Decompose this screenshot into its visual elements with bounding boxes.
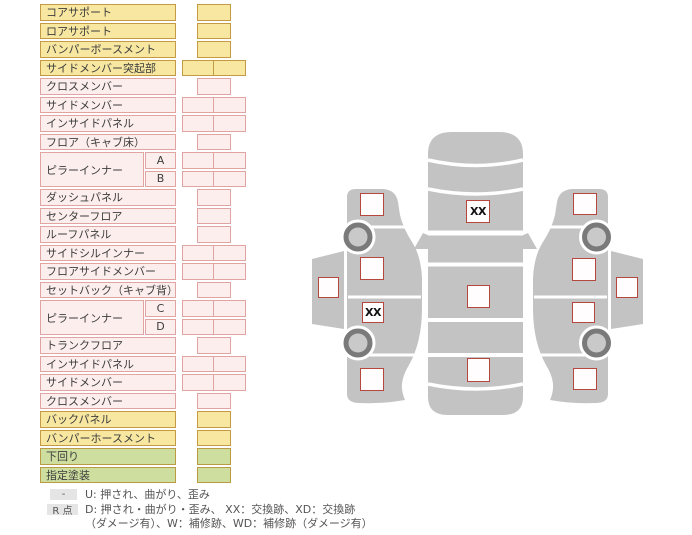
damage-cell[interactable] [182, 263, 214, 280]
part-row-label: ロアサポート [40, 22, 176, 39]
part-row-label: サイドメンバー突起部 [40, 59, 176, 76]
damage-cell[interactable] [213, 355, 246, 372]
damage-marker[interactable] [573, 368, 597, 390]
part-row-label: バンパーホースメント [40, 429, 176, 446]
part-row-label: フロアサイドメンバー [40, 263, 176, 280]
legend-badge-u: - [50, 489, 77, 500]
part-row-label: クロスメンバー [40, 78, 176, 95]
side-mirror-right-icon [521, 233, 537, 249]
damage-cell[interactable] [182, 152, 214, 169]
wheel-hub [348, 333, 368, 353]
wheel-hub [587, 333, 606, 353]
part-row-label: コアサポート [40, 4, 176, 21]
panel-separator [427, 187, 524, 196]
damage-cell[interactable] [197, 429, 231, 446]
car-right-side-view [533, 189, 643, 404]
wheel-hub [587, 227, 606, 247]
damage-cell[interactable] [213, 263, 246, 280]
damage-cell[interactable] [213, 170, 246, 187]
damage-marker[interactable] [360, 257, 384, 280]
damage-cell[interactable] [213, 318, 246, 335]
part-row-label: 指定塗装 [40, 466, 176, 483]
part-row-label: インサイドパネル [40, 115, 176, 132]
damage-cell[interactable] [182, 115, 214, 132]
damage-cell[interactable] [213, 96, 246, 113]
damage-cell[interactable] [213, 115, 246, 132]
damage-cell[interactable] [197, 281, 231, 298]
damage-cell[interactable] [213, 300, 246, 317]
damage-marker[interactable] [360, 368, 384, 391]
part-row-sub-label: D [145, 318, 176, 335]
legend-line-d1: D: 押され・曲がり・歪み、 XX：交換跡、XD：交換跡 [85, 503, 356, 516]
damage-cell[interactable] [182, 318, 214, 335]
car-left-side-view [312, 189, 422, 404]
damage-cell[interactable] [197, 207, 231, 224]
legend-badge-r: R 点 [47, 504, 78, 517]
panel-separator [427, 158, 524, 168]
damage-marker[interactable] [467, 358, 490, 382]
damage-cell[interactable] [197, 466, 231, 483]
car-top-body [428, 132, 523, 415]
legend-line-d2: （ダメージ有）、W：補修跡、WD：補修跡（ダメージ有） [85, 517, 373, 530]
damage-cell[interactable] [213, 374, 246, 391]
damage-cell[interactable] [197, 226, 231, 243]
damage-marker[interactable] [318, 277, 339, 298]
wheel-hub [348, 227, 368, 247]
part-row-label: 下回り [40, 448, 176, 465]
damage-cell[interactable] [213, 244, 246, 261]
part-row-label: トランクフロア [40, 337, 176, 354]
damage-cell[interactable] [197, 392, 231, 409]
damage-cell[interactable] [197, 448, 231, 465]
side-mirror-left-icon [414, 233, 430, 249]
part-row-label: フロア（キャブ床） [40, 133, 176, 150]
car-top-view [414, 132, 537, 415]
damage-cell[interactable] [197, 411, 231, 428]
damage-cell[interactable] [197, 189, 231, 206]
damage-cell[interactable] [197, 133, 231, 150]
damage-marker[interactable] [360, 193, 384, 216]
damage-cell[interactable] [197, 4, 231, 21]
damage-marker[interactable] [573, 193, 597, 215]
damage-cell[interactable] [197, 78, 231, 95]
damage-cell[interactable] [182, 374, 214, 391]
part-row-label: セットバック（キャブ背） [40, 281, 176, 298]
damage-cell[interactable] [213, 59, 246, 76]
part-row-label: サイドメンバー [40, 96, 176, 113]
damage-cell[interactable] [213, 152, 246, 169]
part-row-label: サイドメンバー [40, 374, 176, 391]
part-row-sub-label: A [145, 152, 176, 169]
damage-cell[interactable] [197, 41, 231, 58]
damage-marker[interactable] [467, 285, 490, 308]
part-row-label: バックパネル [40, 411, 176, 428]
part-row-label: インサイドパネル [40, 355, 176, 372]
damage-cell[interactable] [197, 337, 231, 354]
part-row-label: クロスメンバー [40, 392, 176, 409]
damage-cell[interactable] [182, 59, 214, 76]
damage-cell[interactable] [182, 355, 214, 372]
part-row-sub-label: B [145, 170, 176, 187]
damage-cell[interactable] [182, 170, 214, 187]
legend-line-u: U: 押され、曲がり、歪み [85, 488, 210, 501]
damage-cell[interactable] [182, 244, 214, 261]
damage-cell[interactable] [182, 300, 214, 317]
panel-separator [427, 382, 524, 391]
damage-marker-xx[interactable]: XX [466, 200, 490, 223]
damage-marker-xx[interactable]: XX [362, 302, 384, 323]
damage-cell[interactable] [182, 96, 214, 113]
damage-marker[interactable] [616, 277, 638, 298]
part-row-label: サイドシルインナー [40, 244, 176, 261]
part-row-label: センターフロア [40, 207, 176, 224]
damage-marker[interactable] [572, 258, 596, 281]
part-row-sub-label: C [145, 300, 176, 317]
part-row-label: バンパーボースメント [40, 41, 176, 58]
part-row-label: ダッシュパネル [40, 189, 176, 206]
damage-cell[interactable] [197, 22, 231, 39]
part-row-label: ルーフパネル [40, 226, 176, 243]
part-row-label: ピラーインナー [40, 300, 144, 335]
part-row-label: ピラーインナー [40, 152, 144, 187]
damage-marker[interactable] [572, 302, 595, 323]
